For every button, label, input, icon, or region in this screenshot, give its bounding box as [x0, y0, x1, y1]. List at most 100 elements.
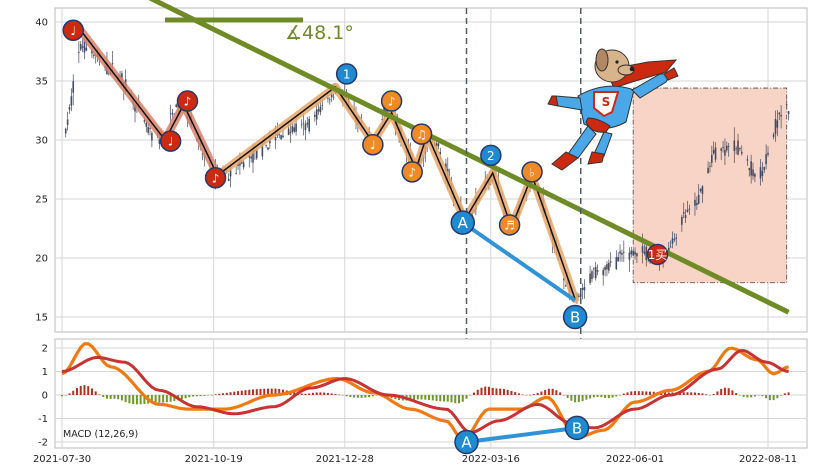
x-tick-label: 2022-06-01 — [606, 454, 664, 465]
price-y-tick-label: 30 — [35, 136, 48, 147]
macd-histogram-bar — [551, 388, 554, 395]
macd-histogram-bar — [664, 392, 667, 395]
candle-body — [93, 54, 95, 56]
macd-histogram-bar — [424, 395, 427, 400]
macd-histogram-bar — [574, 395, 577, 403]
candle-body — [151, 133, 153, 141]
macd-label: MACD (12,26,9) — [63, 429, 138, 440]
signal-marker-badge — [646, 243, 669, 266]
macd-histogram-bar — [237, 391, 240, 395]
macd-histogram-bar — [510, 390, 513, 395]
candle-body — [750, 161, 752, 176]
macd-histogram-bar — [780, 395, 783, 396]
macd-histogram-bar — [304, 393, 307, 395]
macd-histogram-bar — [562, 395, 565, 396]
macd-histogram-bar — [195, 395, 198, 397]
macd-histogram-bar — [278, 388, 281, 395]
candle-body — [765, 154, 767, 165]
macd-y-tick-label: 2 — [42, 344, 48, 355]
macd-histogram-bar — [727, 388, 730, 395]
macd-histogram-bar — [341, 395, 344, 396]
macd-histogram-bar — [469, 395, 472, 396]
macd-histogram-bar — [323, 392, 326, 395]
macd-histogram-bar — [604, 395, 607, 399]
signal-marker-label: ♪ — [388, 95, 396, 109]
macd-histogram-bar — [652, 391, 655, 395]
signal-marker-label: B — [570, 309, 580, 327]
macd-histogram-bar — [79, 385, 82, 395]
macd-histogram-bar — [371, 395, 374, 397]
candle-body — [143, 120, 146, 122]
trend-angle-label: ∡48.1° — [285, 22, 354, 44]
macd-histogram-bar — [559, 392, 562, 395]
candle-body — [306, 122, 309, 125]
signal-marker-badge — [480, 144, 502, 167]
price-y-tick-label: 15 — [35, 313, 48, 324]
macd-histogram-bar — [308, 393, 311, 395]
macd-histogram-bar — [547, 388, 550, 395]
macd-histogram-bar — [499, 388, 502, 395]
candle-body — [609, 261, 612, 263]
macd-histogram-bar — [199, 395, 202, 397]
macd-histogram-bar — [192, 395, 195, 397]
candle-body — [250, 156, 252, 159]
macd-histogram-bar — [72, 390, 75, 395]
macd-histogram-bar — [592, 395, 595, 398]
candle-body — [720, 148, 722, 151]
macd-histogram-bar — [585, 395, 588, 400]
candle-body — [645, 246, 648, 261]
macd-histogram-bar — [360, 395, 363, 398]
candle-body — [83, 40, 86, 53]
candle-body — [134, 104, 136, 112]
candle-body — [684, 215, 687, 218]
macd-histogram-bar — [458, 395, 461, 404]
macd-divergence-line — [466, 425, 578, 444]
macd-histogram-bar — [120, 395, 123, 401]
candle-body — [175, 104, 178, 107]
macd-histogram-bar — [502, 389, 505, 395]
signal-marker-badge — [335, 63, 358, 85]
candle-body — [583, 287, 586, 291]
macd-histogram-bar — [472, 392, 475, 395]
macd-histogram-bar — [139, 395, 142, 405]
candle-body — [66, 119, 69, 125]
candle-body — [267, 147, 269, 150]
candle-body — [727, 146, 730, 148]
signal-marker-badge — [380, 90, 403, 112]
candle-body — [280, 135, 282, 140]
macd-histogram-bar — [244, 390, 247, 395]
macd-histogram-bar — [214, 394, 217, 395]
price-y-tick-label: 20 — [35, 254, 48, 265]
candle-body — [671, 238, 674, 244]
macd-histogram-bar — [98, 394, 101, 395]
candle-body — [287, 128, 290, 135]
signal-marker-label: A — [458, 214, 469, 232]
candle-body — [780, 114, 782, 117]
candle-body — [295, 123, 297, 132]
macd-histogram-bar — [435, 395, 438, 401]
candle-body — [701, 186, 704, 194]
macd-histogram-bar — [720, 388, 723, 395]
candle-body — [694, 199, 696, 206]
macd-histogram-bar — [143, 395, 146, 405]
candle-body — [332, 96, 335, 98]
candle-body — [64, 128, 67, 134]
candle-body — [623, 251, 625, 253]
macd-histogram-bar — [589, 395, 592, 399]
macd-histogram-bar — [577, 395, 580, 403]
macd-histogram-bar — [712, 394, 715, 395]
candle-body — [628, 252, 631, 260]
macd-histogram-bar — [255, 389, 258, 395]
macd-histogram-bar — [454, 395, 457, 404]
macd-histogram-bar — [263, 388, 266, 395]
macd-y-tick-label: -1 — [38, 414, 48, 425]
macd-histogram-bar — [649, 391, 652, 395]
signal-marker-label: ♫ — [416, 128, 427, 142]
macd-histogram-bar — [529, 394, 532, 396]
macd-histogram-bar — [514, 392, 517, 395]
macd-histogram-bar — [259, 388, 262, 395]
superhero-dog-image: S — [547, 48, 679, 171]
candle-body — [564, 285, 567, 287]
candle-body — [748, 168, 751, 170]
